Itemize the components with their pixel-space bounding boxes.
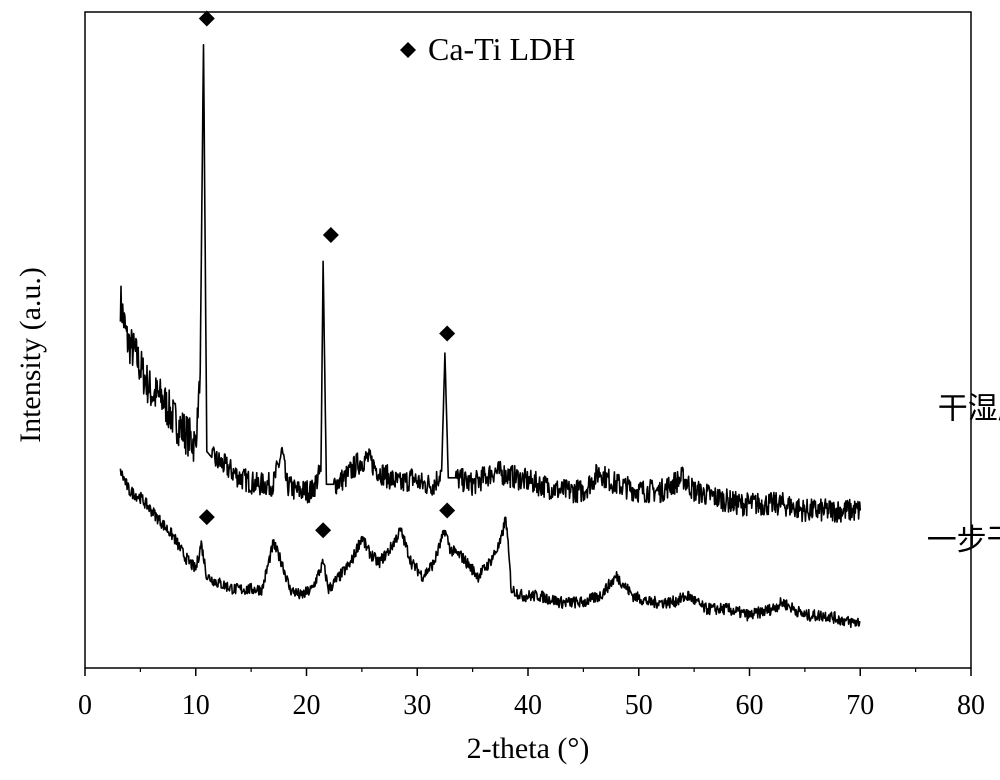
x-tick-label: 0 — [78, 690, 92, 721]
ldh-peak-marker — [439, 503, 455, 519]
x-tick-label: 30 — [403, 690, 431, 721]
ldh-peak-marker — [315, 522, 331, 538]
x-tick-label: 40 — [514, 690, 542, 721]
legend-diamond-marker — [400, 42, 416, 58]
x-axis: 0 10 20 30 40 50 60 70 80 — [78, 668, 985, 721]
plot-area: 干湿磨一步干磨 — [85, 11, 1000, 668]
ldh-peak-marker — [439, 325, 455, 341]
ldh-peak-marker — [323, 227, 339, 243]
legend-entry-ca-ti-ldh: Ca-Ti LDH — [428, 31, 575, 67]
ldh-peak-marker — [199, 509, 215, 525]
series-label-2: 一步干磨 — [927, 523, 1000, 558]
ldh-peak-marker — [199, 11, 215, 27]
x-tick-label: 80 — [957, 690, 985, 721]
legend: Ca-Ti LDH — [400, 31, 575, 67]
plot-frame — [85, 12, 971, 668]
x-tick-label: 60 — [736, 690, 764, 721]
series-label-1: 干湿磨 — [938, 392, 1000, 427]
x-axis-label: 2-theta (°) — [467, 732, 590, 765]
x-tick-label: 70 — [846, 690, 874, 721]
x-tick-label: 50 — [625, 690, 653, 721]
x-tick-label: 10 — [182, 690, 210, 721]
series-line-1 — [120, 45, 860, 522]
series-line-2 — [120, 469, 860, 628]
x-tick-label: 20 — [293, 690, 321, 721]
y-axis-label: Intensity (a.u.) — [14, 267, 47, 443]
